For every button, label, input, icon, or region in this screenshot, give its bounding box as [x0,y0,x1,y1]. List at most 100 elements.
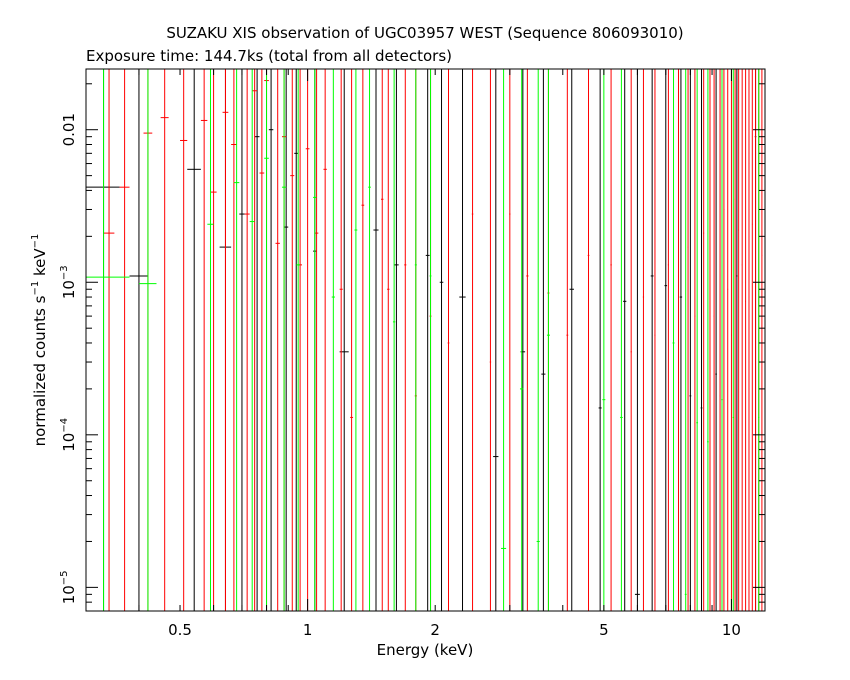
y-axis-label-exp2: −1 [30,234,41,249]
data-point-red [587,69,590,611]
data-point-green [519,69,524,611]
x-tick-label: 1 [303,621,313,639]
data-point-red [350,69,354,611]
data-point-red [687,69,689,611]
data-point-black [679,69,683,611]
data-point-red [748,69,750,611]
data-point-green [264,69,269,611]
y-tick-label: 0.01 [60,113,78,146]
chart-title: SUZAKU XIS observation of UGC03957 WEST … [166,24,683,42]
axis-tick-labels: 0.5 1 2 5 10 0.01 10−3 10−4 10−5 [59,113,741,639]
y-axis-label-exp1: −1 [30,281,41,296]
data-point-black [394,69,399,611]
data-point-green [207,69,214,611]
data-point-red [709,69,711,611]
data-point-green [758,69,760,611]
data-point-red [677,69,679,611]
data-point-black [129,69,148,611]
data-point-red [719,69,721,611]
data-point-red [252,69,258,611]
data-point-red [566,69,569,611]
x-tick-label: 2 [430,621,440,639]
data-point-red [210,69,217,611]
data-point-black [284,69,289,611]
data-point-red [761,69,763,611]
data-point-red [323,69,327,611]
data-point-red [180,69,188,611]
y-axis-label-mid: keV [31,248,49,281]
data-point-green [281,69,287,611]
x-tick-label: 10 [722,621,741,639]
data-point-red [730,69,732,611]
data-point-green [536,69,540,611]
data-point-red [738,69,740,611]
data-point-green [313,69,317,611]
y-axis-label-main: normalized counts s [31,295,49,446]
data-point-black [268,69,274,611]
data-point-green [672,69,675,611]
data-point-green [249,69,255,611]
data-point-red [381,69,384,611]
x-tick-label: 5 [599,621,609,639]
x-tick-label: 0.5 [168,621,192,639]
data-point-red [509,69,511,611]
data-point-black [569,69,574,611]
data-point-green [331,69,335,611]
data-point-black [294,69,299,611]
chart-subtitle: Exposure time: 144.7ks (total from all d… [86,47,452,65]
data-point-green [546,69,550,611]
data-point-red [745,69,747,611]
data-point-red [642,69,645,611]
data-point-green [414,69,417,611]
data-point-black [187,69,201,611]
data-point-green [684,69,687,611]
data-point-green [86,69,130,611]
data-point-black [541,69,546,611]
data-point-black [715,69,717,611]
data-point-red [703,69,705,611]
data-point-red [654,69,656,611]
data-point-green [138,69,157,611]
y-axis-label: normalized counts s−1 keV−1 [30,234,49,447]
data-point-black [373,69,379,611]
data-point-green [721,69,723,611]
data-point-red [119,69,130,611]
data-point-red [387,69,390,611]
data-point-black [425,69,430,611]
data-point-black [736,69,738,611]
data-point-red [231,69,237,611]
data-point-green [501,69,507,611]
data-point-black [650,69,654,611]
data-point-black [623,69,627,611]
data-point-red [200,69,208,611]
data-point-red [160,69,169,611]
data-point-black [493,69,499,611]
data-point-red [741,69,743,611]
data-point-black [634,69,640,611]
data-point-red [275,69,280,611]
data-point-red [404,69,407,611]
data-point-black [664,69,668,611]
data-point-red [751,69,753,611]
data-point-red [290,69,295,611]
y-tick-label: 10−4 [59,418,78,452]
data-point-black [700,69,703,611]
data-point-red [755,69,757,611]
data-point-green [392,69,396,611]
data-point-red [361,69,365,611]
data-point-red [447,69,450,611]
data-point-green [429,69,432,611]
data-point-green [368,69,371,611]
data-point-red [694,69,696,611]
data-point-red [103,69,115,611]
plot-data-layer [86,69,763,611]
data-point-black [254,69,260,611]
data-point-green [296,69,301,611]
axis-ticks [85,69,765,612]
y-tick-label: 10−3 [59,265,78,299]
data-point-black [439,69,444,611]
data-point-black [598,69,602,611]
data-point-red [314,69,319,611]
